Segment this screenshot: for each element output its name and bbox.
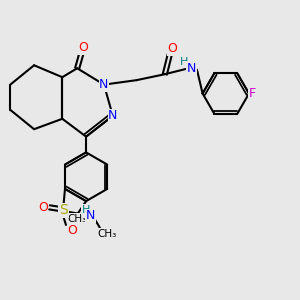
Text: CH₃: CH₃ bbox=[98, 229, 117, 238]
Text: F: F bbox=[249, 87, 256, 100]
Text: S: S bbox=[59, 203, 68, 217]
Text: O: O bbox=[68, 224, 77, 237]
Text: N: N bbox=[99, 78, 109, 91]
Text: N: N bbox=[85, 209, 95, 222]
Text: CH₃: CH₃ bbox=[68, 214, 87, 224]
Text: O: O bbox=[78, 40, 88, 52]
Text: O: O bbox=[78, 41, 88, 54]
Text: N: N bbox=[108, 109, 118, 122]
Text: H: H bbox=[180, 57, 188, 67]
Text: H: H bbox=[82, 205, 90, 215]
Text: O: O bbox=[38, 201, 48, 214]
Text: O: O bbox=[167, 42, 177, 56]
Text: N: N bbox=[187, 62, 196, 75]
